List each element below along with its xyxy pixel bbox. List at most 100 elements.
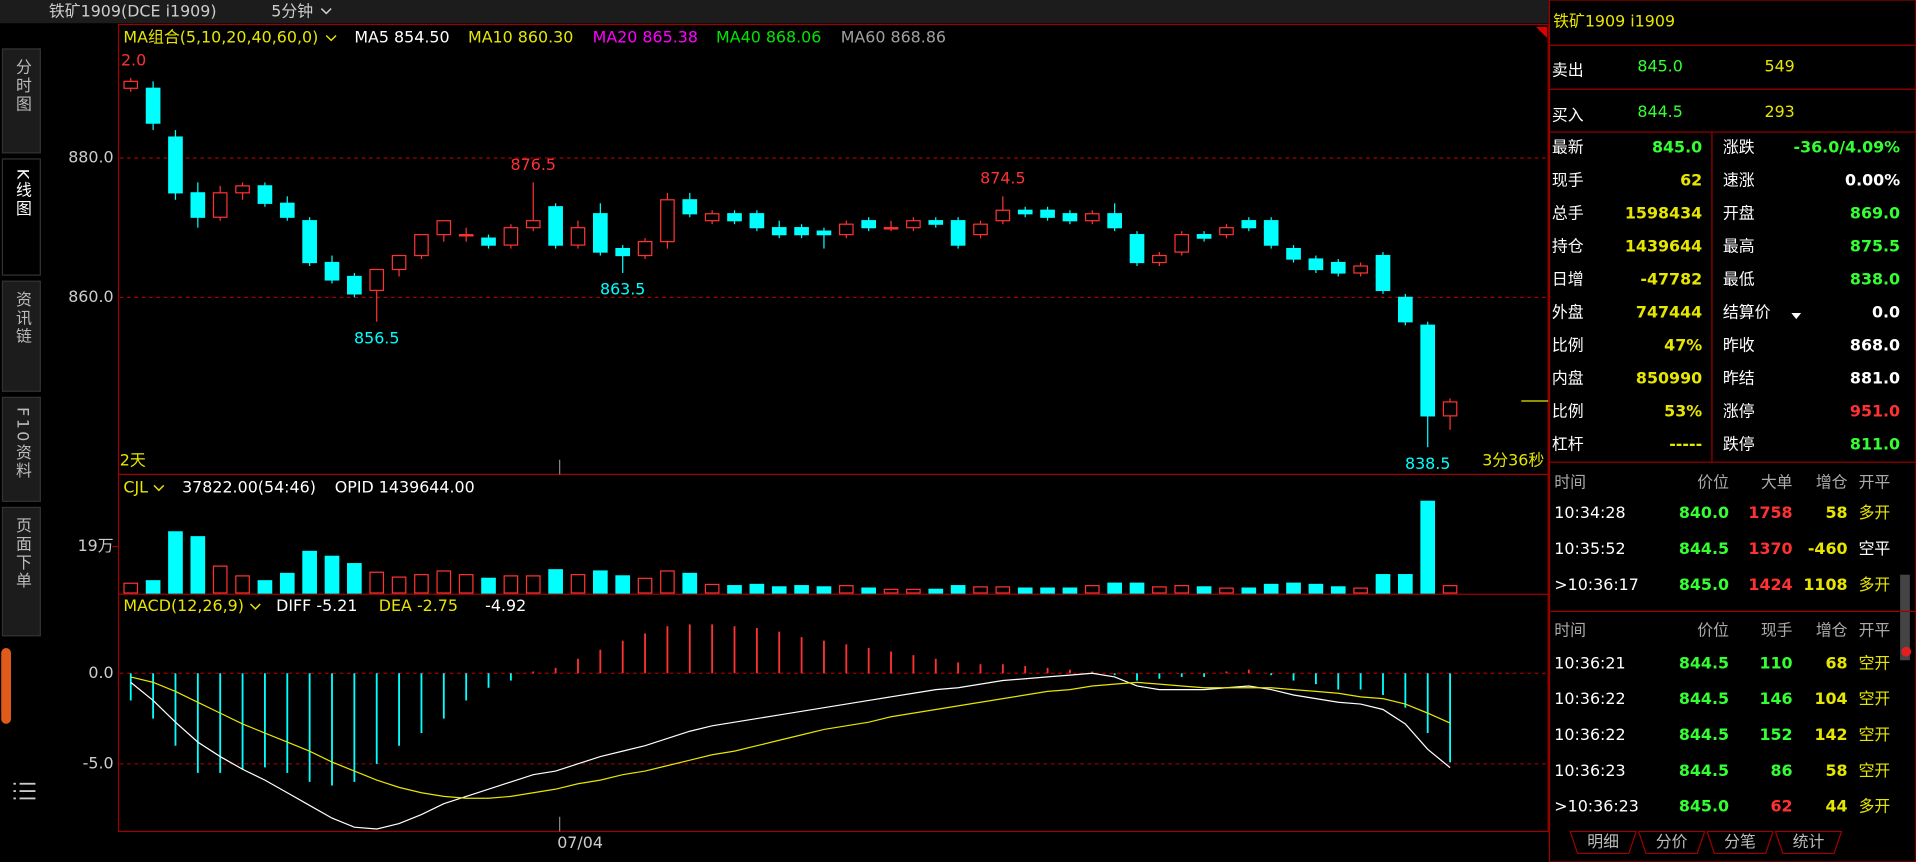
- volume-bar: [481, 577, 496, 594]
- table-cell: 空开: [1859, 725, 1891, 744]
- bottom-tab-label[interactable]: 分笔: [1724, 832, 1756, 851]
- ma-label[interactable]: MA组合(5,10,20,40,60,0): [123, 27, 318, 46]
- side-tab[interactable]: [1, 396, 41, 502]
- quote-label: 比例: [1552, 402, 1584, 421]
- bottom-tab[interactable]: [1637, 830, 1706, 855]
- quote-value: 881.0: [1850, 369, 1900, 388]
- volume-bar: [1017, 587, 1033, 594]
- candle-body: [771, 227, 787, 236]
- candle-body: [525, 220, 541, 229]
- side-tab[interactable]: [1, 48, 41, 154]
- volume-bar: [1219, 587, 1234, 594]
- bottom-tab[interactable]: [1706, 830, 1774, 855]
- quote-value: -----: [1669, 435, 1702, 454]
- candle-body: [593, 213, 608, 253]
- table-cell: 10:36:21: [1554, 653, 1625, 672]
- volume-bar: [279, 572, 295, 594]
- edge-label: 2.0: [121, 51, 146, 70]
- candle-body: [682, 199, 698, 215]
- dropdown[interactable]: [153, 484, 165, 492]
- volume-bar: [1084, 585, 1100, 594]
- volume-bar: [525, 575, 541, 594]
- bottom-tab[interactable]: [1569, 830, 1638, 855]
- candle-body: [391, 254, 407, 271]
- candle-body: [1241, 220, 1257, 229]
- table-cell: 10:36:23: [1554, 761, 1625, 780]
- candle-body: [1152, 254, 1167, 264]
- volume-bar: [1308, 583, 1324, 594]
- scrollbar[interactable]: [1900, 574, 1910, 661]
- price-annotation: 838.5: [1405, 454, 1450, 473]
- volume-bar: [1040, 587, 1055, 594]
- dropdown[interactable]: [325, 34, 337, 42]
- candle-body: [123, 80, 139, 89]
- table-cell: 58: [1825, 761, 1847, 780]
- dropdown[interactable]: [320, 8, 332, 15]
- table-cell: 142: [1814, 725, 1847, 744]
- quote-label: 日增: [1552, 269, 1584, 288]
- table-cell: 10:36:22: [1554, 725, 1625, 744]
- volume-bar: [704, 583, 720, 594]
- side-tab-label[interactable]: 页面下单: [13, 517, 32, 590]
- volume-bar: [1330, 586, 1346, 594]
- volume-bar: [369, 571, 385, 594]
- table-cell: 1108: [1803, 575, 1847, 594]
- side-tab[interactable]: [1, 506, 41, 637]
- table-cell: 104: [1814, 689, 1847, 708]
- volume-bar: [503, 575, 519, 594]
- volume-bar: [123, 582, 139, 594]
- bottom-tab-label[interactable]: 明细: [1587, 832, 1619, 851]
- ma-legend: MA60 868.86: [841, 27, 946, 46]
- menu-icon[interactable]: [13, 782, 36, 800]
- candle-body: [928, 220, 944, 225]
- side-tab-label[interactable]: F10资料: [13, 407, 32, 480]
- period[interactable]: 5分钟: [271, 2, 313, 21]
- volume-bar: [995, 586, 1011, 594]
- dropdown[interactable]: [249, 603, 261, 610]
- y-tick-label: 860.0: [68, 287, 113, 306]
- side-tab-label[interactable]: 资讯链: [13, 291, 32, 346]
- table-header: 开平: [1859, 472, 1891, 491]
- table-cell: 845.0: [1679, 797, 1729, 816]
- quote-value: 869.0: [1850, 203, 1900, 222]
- quote-size: 293: [1764, 102, 1794, 121]
- table-cell: 844.5: [1679, 689, 1729, 708]
- y-tick-label: 880.0: [68, 147, 113, 166]
- side-scroll[interactable]: [1, 648, 11, 724]
- volume-bar: [950, 585, 966, 594]
- candle-body: [1442, 401, 1458, 417]
- quote-panel: [1548, 0, 1916, 862]
- volume-bar: [414, 574, 429, 594]
- side-tab-label[interactable]: K线图: [13, 169, 32, 219]
- table-cell: 844.5: [1679, 653, 1729, 672]
- side-tab[interactable]: [1, 158, 41, 276]
- side-tab[interactable]: [1, 280, 41, 392]
- candle-body: [1353, 265, 1368, 274]
- candle-body: [1398, 296, 1413, 323]
- bottom-tab-label[interactable]: 分价: [1656, 832, 1688, 851]
- volume-bar: [1174, 585, 1190, 594]
- table-cell: 空开: [1859, 653, 1891, 672]
- bottom-tab-label[interactable]: 统计: [1793, 832, 1825, 851]
- candle-body: [324, 261, 340, 281]
- dropdown[interactable]: [1791, 313, 1802, 320]
- dropdown-icons[interactable]: [153, 8, 1802, 610]
- volume-bar: [1442, 585, 1458, 594]
- candle-body: [906, 220, 921, 229]
- volume-label[interactable]: CJL: [123, 477, 148, 496]
- candle-body: [1129, 234, 1145, 264]
- quote-label: 最新: [1552, 137, 1584, 156]
- bottom-tab[interactable]: [1774, 830, 1843, 855]
- quote-label: 持仓: [1552, 236, 1584, 255]
- macd-label[interactable]: MACD(12,26,9): [123, 596, 244, 615]
- side-tab-label[interactable]: 分时图: [13, 59, 32, 114]
- table-cell: 10:36:22: [1554, 689, 1625, 708]
- volume-bar: [794, 585, 809, 594]
- quote-value: 875.5: [1850, 236, 1900, 255]
- quote-side: 买入: [1552, 106, 1584, 125]
- scroll-thumb[interactable]: [1901, 646, 1912, 657]
- quote-value: -36.0/4.09%: [1794, 137, 1901, 156]
- quote-value: 868.0: [1850, 336, 1900, 355]
- candle-body: [1174, 234, 1190, 253]
